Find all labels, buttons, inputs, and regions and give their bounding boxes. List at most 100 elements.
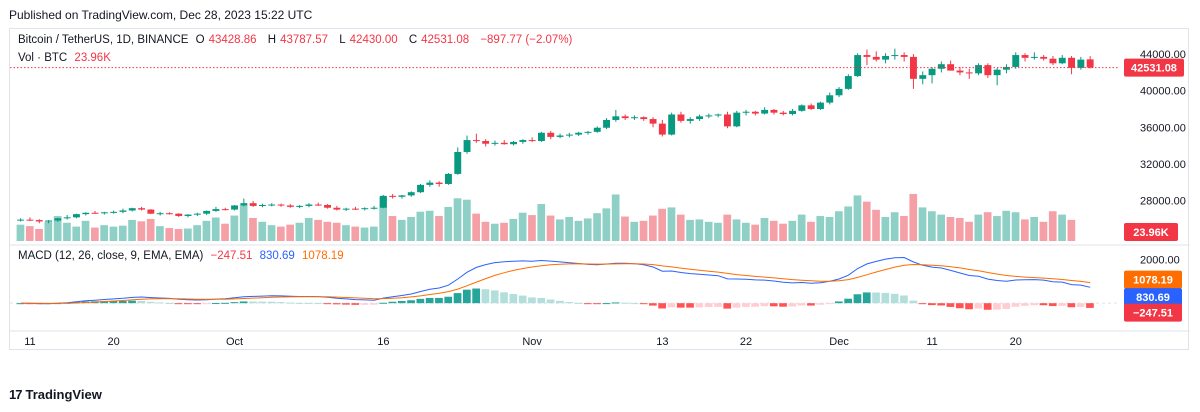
last-price-label: 42531.08 bbox=[1131, 63, 1177, 75]
volume-bar bbox=[332, 222, 341, 241]
volume-legend: Vol · BTC 23.96K bbox=[18, 52, 115, 64]
volume-bar bbox=[193, 225, 201, 241]
symbol-label[interactable]: Bitcoin / TetherUS, 1D, BINANCE bbox=[18, 34, 189, 46]
volume-bar bbox=[25, 226, 34, 241]
macd-histogram-bar bbox=[249, 301, 257, 304]
candle-body bbox=[528, 140, 536, 142]
chart-panel[interactable]: 44000.00 40000.00 36000.00 32000.00 28000.00… bbox=[9, 28, 1190, 351]
candle-body bbox=[696, 116, 703, 120]
macd-histogram-bar bbox=[1011, 303, 1020, 307]
macd-histogram-bar bbox=[630, 303, 639, 305]
volume-bar bbox=[807, 221, 815, 241]
macd-histogram-bar bbox=[593, 303, 601, 305]
candle-body bbox=[73, 214, 80, 218]
volume-bar bbox=[277, 226, 285, 241]
candle-body bbox=[798, 105, 806, 111]
macd-histogram-bar bbox=[174, 303, 183, 305]
macd-histogram-bar bbox=[1076, 303, 1085, 307]
macd-histogram-bar bbox=[965, 303, 973, 310]
macd-histogram-bar bbox=[16, 303, 25, 305]
chart-svg[interactable]: 44000.00 40000.00 36000.00 32000.00 28000.00… bbox=[10, 29, 1190, 351]
macd-histogram-bar bbox=[807, 303, 815, 306]
volume-bar bbox=[574, 220, 583, 241]
macd-histogram-bar bbox=[788, 303, 797, 307]
volume-bar bbox=[509, 218, 518, 241]
macd-histogram-bar bbox=[760, 303, 769, 307]
candle-body bbox=[342, 208, 350, 210]
volume-bar bbox=[118, 225, 127, 241]
candle-body bbox=[379, 195, 387, 208]
volume-bar bbox=[490, 223, 499, 241]
macd-histogram-bar bbox=[1058, 303, 1066, 306]
volume-bar bbox=[862, 201, 871, 241]
macd-label[interactable]: MACD (12, 26, close, 9, EMA, EMA) bbox=[18, 250, 204, 262]
volume-badge bbox=[1124, 223, 1178, 241]
volume-bar bbox=[611, 194, 620, 241]
volume-bar bbox=[72, 226, 81, 241]
macd-histogram-bar bbox=[146, 301, 155, 304]
candle-body bbox=[900, 55, 908, 57]
candle-body bbox=[193, 213, 201, 215]
volume-bar bbox=[100, 225, 108, 241]
candle-body bbox=[166, 213, 173, 215]
candle-body bbox=[817, 102, 824, 109]
macd-histogram-bar bbox=[872, 292, 880, 304]
macd-histogram-bar bbox=[490, 290, 499, 304]
macd-histogram-bar bbox=[565, 302, 573, 304]
volume-bar bbox=[974, 214, 983, 241]
macd-histogram-bar bbox=[621, 302, 629, 304]
volume-bar bbox=[249, 217, 257, 241]
volume-bar bbox=[463, 199, 471, 241]
macd-histogram-bar bbox=[946, 303, 955, 307]
candle-body bbox=[91, 212, 99, 214]
candle-body bbox=[640, 117, 648, 120]
macd-histogram-bar bbox=[453, 293, 462, 304]
candle-body bbox=[556, 135, 564, 137]
macd-histogram-bar bbox=[937, 303, 945, 306]
volume-bar bbox=[500, 222, 508, 241]
volume-bar bbox=[742, 222, 750, 241]
candle-body bbox=[221, 209, 229, 211]
volume-bar bbox=[928, 211, 936, 241]
volume-bar bbox=[453, 198, 462, 241]
candle-body bbox=[677, 114, 685, 121]
macd-histogram-bar bbox=[649, 303, 657, 306]
volume-bar bbox=[53, 216, 62, 241]
candle-body bbox=[454, 151, 462, 174]
candle-body bbox=[110, 211, 118, 213]
volume-bar bbox=[844, 206, 852, 241]
published-caption: Published on TradingView.com, Dec 28, 20… bbox=[9, 8, 313, 22]
tradingview-footer[interactable]: 17 TradingView bbox=[9, 387, 102, 402]
volume-bar bbox=[937, 214, 945, 241]
candle-body bbox=[714, 114, 722, 116]
volume-bar bbox=[816, 216, 825, 241]
candle-body bbox=[612, 116, 620, 120]
volume-bar bbox=[109, 226, 118, 241]
volume-bar bbox=[714, 222, 722, 241]
time-tick-label: 20 bbox=[1010, 336, 1022, 348]
macd-histogram-bar bbox=[955, 303, 964, 309]
macd-histogram-bar bbox=[1002, 303, 1011, 309]
volume-bar bbox=[444, 206, 453, 241]
macd-histogram-bar bbox=[518, 295, 527, 304]
candle-body bbox=[370, 207, 378, 209]
volume-bar bbox=[286, 224, 294, 241]
macd-histogram-bar bbox=[1048, 303, 1057, 307]
macd-histogram-bar bbox=[472, 288, 480, 304]
macd-histogram-bar bbox=[676, 303, 685, 308]
volume-bar bbox=[379, 196, 387, 241]
macd-value-label: 830.69 bbox=[1136, 292, 1170, 304]
volume-bar bbox=[295, 222, 304, 241]
volume-bar bbox=[797, 214, 806, 241]
volume-bar bbox=[1021, 219, 1029, 241]
candle-body bbox=[398, 195, 406, 197]
candle-body bbox=[872, 56, 880, 60]
candle-body bbox=[407, 192, 415, 196]
volume-bar bbox=[397, 219, 406, 241]
volume-bar bbox=[621, 216, 629, 241]
candle-body bbox=[314, 204, 322, 206]
macd-histogram-bar bbox=[351, 303, 360, 305]
macd-histogram-bar bbox=[658, 303, 666, 309]
time-tick-label: Nov bbox=[522, 336, 542, 348]
macd-histogram-bar bbox=[109, 301, 118, 304]
